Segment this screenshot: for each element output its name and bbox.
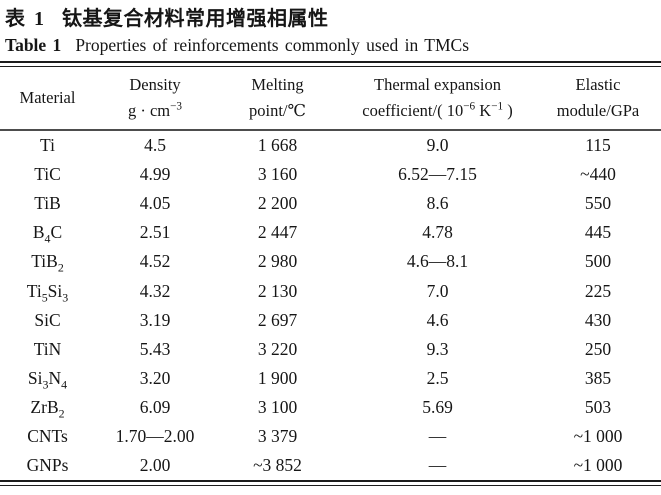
table-row: TiB 4.05 2 200 8.6 550	[0, 189, 661, 218]
cell-thermal-expansion: 5.69	[422, 396, 453, 417]
cell-density: 4.52	[139, 251, 171, 272]
cell-thermal-expansion: 6.52—7.15	[398, 164, 477, 185]
table-row: TiB2 4.52 2 980 4.6—8.1 500	[0, 247, 661, 276]
cell-elastic-module: 500	[584, 251, 612, 272]
cell-melting-point: 3 220	[257, 338, 298, 359]
cell-material: TiC	[34, 164, 61, 185]
cell-thermal-expansion: 9.0	[426, 135, 449, 156]
cell-thermal-expansion: 2.5	[426, 367, 449, 388]
cell-material: Ti	[40, 135, 55, 156]
table-row: Si3N4 3.20 1 900 2.5 385	[0, 364, 661, 393]
cell-material: GNPs	[26, 455, 69, 476]
column-header-melting-point: Melting point/℃	[215, 67, 340, 131]
cell-material: TiN	[33, 338, 62, 359]
cell-elastic-module: 385	[584, 367, 612, 388]
cell-thermal-expansion: —	[428, 425, 447, 446]
table-row: Ti5Si3 4.32 2 130 7.0 225	[0, 276, 661, 305]
cell-density: 2.00	[139, 455, 171, 476]
cell-density: 4.05	[139, 193, 171, 214]
cell-elastic-module: 225	[584, 280, 612, 301]
cell-melting-point: 2 447	[257, 222, 298, 243]
column-header-thermal-expansion: Thermal expansion coefficient/( 10−6 K−1 …	[340, 67, 535, 131]
cell-elastic-module: ~440	[580, 164, 616, 185]
cell-elastic-module: 550	[584, 193, 612, 214]
table-row: Ti 4.5 1 668 9.0 115	[0, 130, 661, 160]
table-bottom-rule	[0, 480, 661, 487]
reinforcements-table: Material Density g · cm−3 Melting point/℃ The…	[0, 67, 661, 480]
cell-thermal-expansion: —	[428, 455, 447, 476]
column-header-density: Density g · cm−3	[95, 67, 215, 131]
table-caption-zh-label: 表 1	[5, 8, 46, 30]
cell-thermal-expansion: 4.6	[426, 309, 449, 330]
cell-melting-point: 2 980	[257, 251, 298, 272]
cell-material: B4C	[32, 222, 63, 246]
cell-density: 3.20	[139, 367, 171, 388]
table-row: SiC 3.19 2 697 4.6 430	[0, 306, 661, 335]
column-header-elastic-module: Elastic module/GPa	[535, 67, 661, 131]
table-body: Ti 4.5 1 668 9.0 115 TiC 4.99 3 160 6.52—7.15 ~44…	[0, 130, 661, 480]
cell-material: SiC	[34, 309, 61, 330]
table-caption-en-label: Table 1	[5, 35, 62, 55]
cell-melting-point: 1 900	[257, 367, 298, 388]
cell-material: Ti5Si3	[26, 280, 69, 305]
table-row: TiC 4.99 3 160 6.52—7.15 ~440	[0, 160, 661, 189]
cell-thermal-expansion: 7.0	[426, 280, 449, 301]
cell-thermal-expansion: 8.6	[426, 193, 449, 214]
cell-elastic-module: ~1 000	[573, 455, 623, 476]
cell-elastic-module: 445	[584, 222, 612, 243]
cell-melting-point: 3 379	[257, 425, 298, 446]
cell-elastic-module: 250	[584, 338, 612, 359]
cell-density: 6.09	[139, 396, 171, 417]
cell-density: 4.32	[139, 280, 171, 301]
table-caption-zh-text: 钛基复合材料常用增强相属性	[62, 8, 329, 30]
cell-density: 4.5	[144, 135, 166, 156]
cell-melting-point: 1 668	[257, 135, 298, 156]
cell-thermal-expansion: 9.3	[426, 338, 449, 359]
table-top-rule	[0, 61, 661, 67]
cell-melting-point: 2 697	[257, 309, 298, 330]
cell-elastic-module: ~1 000	[573, 425, 623, 446]
table-row: ZrB2 6.09 3 100 5.69 503	[0, 393, 661, 422]
header-row: Material Density g · cm−3 Melting point/℃ The…	[0, 67, 661, 131]
cell-elastic-module: 115	[585, 135, 611, 156]
table-row: TiN 5.43 3 220 9.3 250	[0, 335, 661, 364]
cell-melting-point: 2 130	[257, 280, 298, 301]
cell-melting-point: ~3 852	[253, 455, 302, 476]
cell-density: 1.70—2.00	[115, 425, 195, 446]
cell-density: 3.19	[139, 309, 171, 330]
table-row: B4C 2.51 2 447 4.78 445	[0, 218, 661, 247]
cell-material: TiB2	[31, 251, 64, 275]
cell-material: CNTs	[27, 425, 68, 446]
cell-material: ZrB2	[30, 396, 65, 421]
cell-melting-point: 3 160	[257, 164, 298, 185]
cell-thermal-expansion: 4.78	[422, 222, 453, 243]
table-row: CNTs 1.70—2.00 3 379 — ~1 000	[0, 422, 661, 451]
table-caption-en: Table 1 Properties of reinforcements comm…	[0, 33, 661, 61]
cell-elastic-module: 503	[584, 396, 612, 417]
table-caption-en-text: Properties of reinforcements commonly us…	[75, 35, 470, 55]
cell-density: 4.99	[139, 164, 171, 185]
cell-melting-point: 3 100	[257, 396, 298, 417]
cell-material: Si3N4	[27, 367, 68, 392]
cell-thermal-expansion: 4.6—8.1	[406, 251, 469, 272]
table-caption-zh: 表 1 钛基复合材料常用增强相属性	[0, 6, 661, 33]
cell-density: 5.43	[139, 338, 171, 359]
cell-density: 2.51	[139, 222, 171, 243]
column-header-material: Material	[0, 67, 95, 131]
cell-melting-point: 2 200	[257, 193, 298, 214]
table-row: GNPs 2.00 ~3 852 — ~1 000	[0, 451, 661, 480]
cell-elastic-module: 430	[584, 309, 612, 330]
table-header: Material Density g · cm−3 Melting point/℃ The…	[0, 67, 661, 131]
cell-material: TiB	[34, 193, 61, 214]
